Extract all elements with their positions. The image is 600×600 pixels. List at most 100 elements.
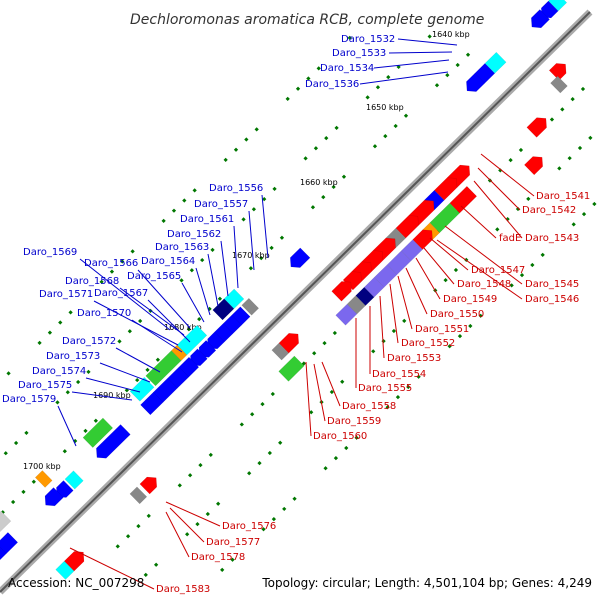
accession-text: Accession: NC_007298 [8, 576, 144, 590]
gene-label-daro-1547[interactable]: Daro_1547 [471, 265, 525, 276]
tick-mark [403, 113, 409, 118]
gene-label-daro-1553[interactable]: Daro_1553 [387, 353, 441, 364]
gene-label-daro-1565[interactable]: Daro_1565 [127, 271, 181, 282]
feature-1555c[interactable] [331, 281, 352, 302]
gene-label-daro-1550[interactable]: Daro_1550 [430, 309, 484, 320]
feature-1582c[interactable] [44, 487, 64, 507]
feature-1579[interactable] [82, 417, 114, 448]
tick-mark [271, 516, 277, 522]
feature-1555b[interactable] [335, 303, 358, 326]
gene-label-daro-1536[interactable]: Daro_1536 [305, 79, 359, 90]
gene-label-daro-1546[interactable]: Daro_1546 [525, 294, 579, 305]
feature-1562[interactable] [212, 298, 235, 321]
gene-label-daro-1568[interactable]: Daro_1568 [65, 276, 119, 287]
tick-mark [495, 227, 500, 232]
tick-mark [519, 273, 525, 278]
gene-label-daro-1574[interactable]: Daro_1574 [32, 366, 86, 377]
tick-mark [406, 384, 411, 390]
gene-label-daro-1569[interactable]: Daro_1569 [23, 247, 77, 258]
feature-1538[interactable] [550, 75, 568, 94]
gene-label-daro-1561[interactable]: Daro_1561 [180, 214, 234, 225]
gene-label-daro-1563[interactable]: Daro_1563 [155, 242, 209, 253]
tick-mark [223, 157, 228, 162]
gene-label-daro-1578[interactable]: Daro_1578 [191, 552, 245, 563]
gene-label-daro-1534[interactable]: Daro_1534 [320, 63, 374, 74]
tick-mark [83, 428, 88, 434]
feature-1537[interactable] [548, 63, 567, 81]
feature-1557[interactable] [241, 297, 260, 316]
gene-label-daro-1549[interactable]: Daro_1549 [443, 294, 497, 305]
feature-1536b[interactable] [466, 72, 486, 92]
feature-1534[interactable] [531, 9, 550, 29]
gene-label-fade[interactable]: fadE [499, 233, 521, 244]
feature-1575[interactable] [129, 376, 155, 402]
feature-1587[interactable] [0, 544, 7, 564]
tick-mark [285, 96, 290, 101]
gene-label-daro-1556[interactable]: Daro_1556 [209, 183, 263, 194]
tick-mark [269, 245, 274, 251]
tick-mark [371, 349, 376, 354]
gene-label-daro-1541[interactable]: Daro_1541 [536, 191, 590, 202]
feature-1585[interactable] [0, 510, 12, 535]
gene-label-daro-1577[interactable]: Daro_1577 [206, 537, 260, 548]
gene-label-daro-1575[interactable]: Daro_1575 [18, 380, 72, 391]
gene-label-daro-1533[interactable]: Daro_1533 [332, 48, 386, 59]
gene-label-daro-1557[interactable]: Daro_1557 [194, 199, 248, 210]
gene-label-daro-1579[interactable]: Daro_1579 [2, 394, 56, 405]
feature-1572[interactable] [145, 350, 182, 387]
tick-mark [248, 266, 254, 271]
gene-label-daro-1572[interactable]: Daro_1572 [62, 336, 116, 347]
tick-mark [526, 196, 531, 201]
label-leader-line [397, 275, 413, 330]
tick-mark [200, 257, 205, 263]
feature-1581[interactable] [64, 470, 84, 490]
gene-label-daro-1583[interactable]: Daro_1583 [156, 584, 210, 595]
gene-label-daro-1559[interactable]: Daro_1559 [327, 416, 381, 427]
gene-label-daro-1576[interactable]: Daro_1576 [222, 521, 276, 532]
gene-label-daro-1570[interactable]: Daro_1570 [77, 308, 131, 319]
feature-1574[interactable] [140, 391, 164, 416]
feature-1560[interactable] [278, 355, 305, 382]
gene-label-daro-1558[interactable]: Daro_1558 [342, 401, 396, 412]
feature-1544[interactable] [412, 229, 433, 250]
label-leader-line [405, 267, 428, 315]
feature-1546[interactable] [395, 215, 419, 239]
tick-mark [278, 440, 283, 445]
feature-1580[interactable] [96, 424, 131, 459]
gene-label-daro-1555[interactable]: Daro_1555 [358, 383, 412, 394]
tick-mark [247, 471, 252, 476]
tick-mark [580, 86, 586, 92]
feature-1559[interactable] [271, 342, 290, 361]
feature-1582b[interactable] [34, 470, 53, 488]
gene-label-daro-1552[interactable]: Daro_1552 [401, 338, 455, 349]
gene-label-daro-1571[interactable]: Daro_1571 [39, 289, 93, 300]
label-leader-line [99, 362, 151, 383]
gene-label-daro-1554[interactable]: Daro_1554 [372, 369, 426, 380]
label-leader-line [85, 377, 141, 393]
tick-mark [109, 269, 115, 274]
gene-label-daro-1573[interactable]: Daro_1573 [46, 351, 100, 362]
gene-label-daro-1567[interactable]: Daro_1567 [94, 288, 148, 299]
label-leader-line [480, 153, 535, 197]
feature-1577[interactable] [129, 486, 148, 505]
gene-label-daro-1545[interactable]: Daro_1545 [525, 279, 579, 290]
gene-label-daro-1548[interactable]: Daro_1548 [457, 279, 511, 290]
gene-label-daro-1562[interactable]: Daro_1562 [167, 229, 221, 240]
gene-label-daro-1543[interactable]: Daro_1543 [525, 233, 579, 244]
gene-label-daro-1564[interactable]: Daro_1564 [141, 256, 195, 267]
gene-label-daro-1551[interactable]: Daro_1551 [415, 324, 469, 335]
tick-mark [161, 218, 166, 223]
gene-label-daro-1532[interactable]: Daro_1532 [341, 34, 395, 45]
gene-label-daro-1566[interactable]: Daro_1566 [84, 258, 138, 269]
gene-label-daro-1560[interactable]: Daro_1560 [313, 431, 367, 442]
feature-1584[interactable] [55, 560, 75, 580]
tick-mark [383, 133, 388, 139]
tick-mark [323, 466, 328, 471]
feature-1539[interactable] [526, 117, 547, 138]
feature-1556[interactable] [289, 247, 311, 268]
gene-label-daro-1542[interactable]: Daro_1542 [522, 205, 576, 216]
feature-1540[interactable] [524, 156, 543, 176]
tick-mark [86, 369, 91, 374]
tick-mark [192, 188, 197, 193]
feature-1576[interactable] [139, 476, 158, 495]
